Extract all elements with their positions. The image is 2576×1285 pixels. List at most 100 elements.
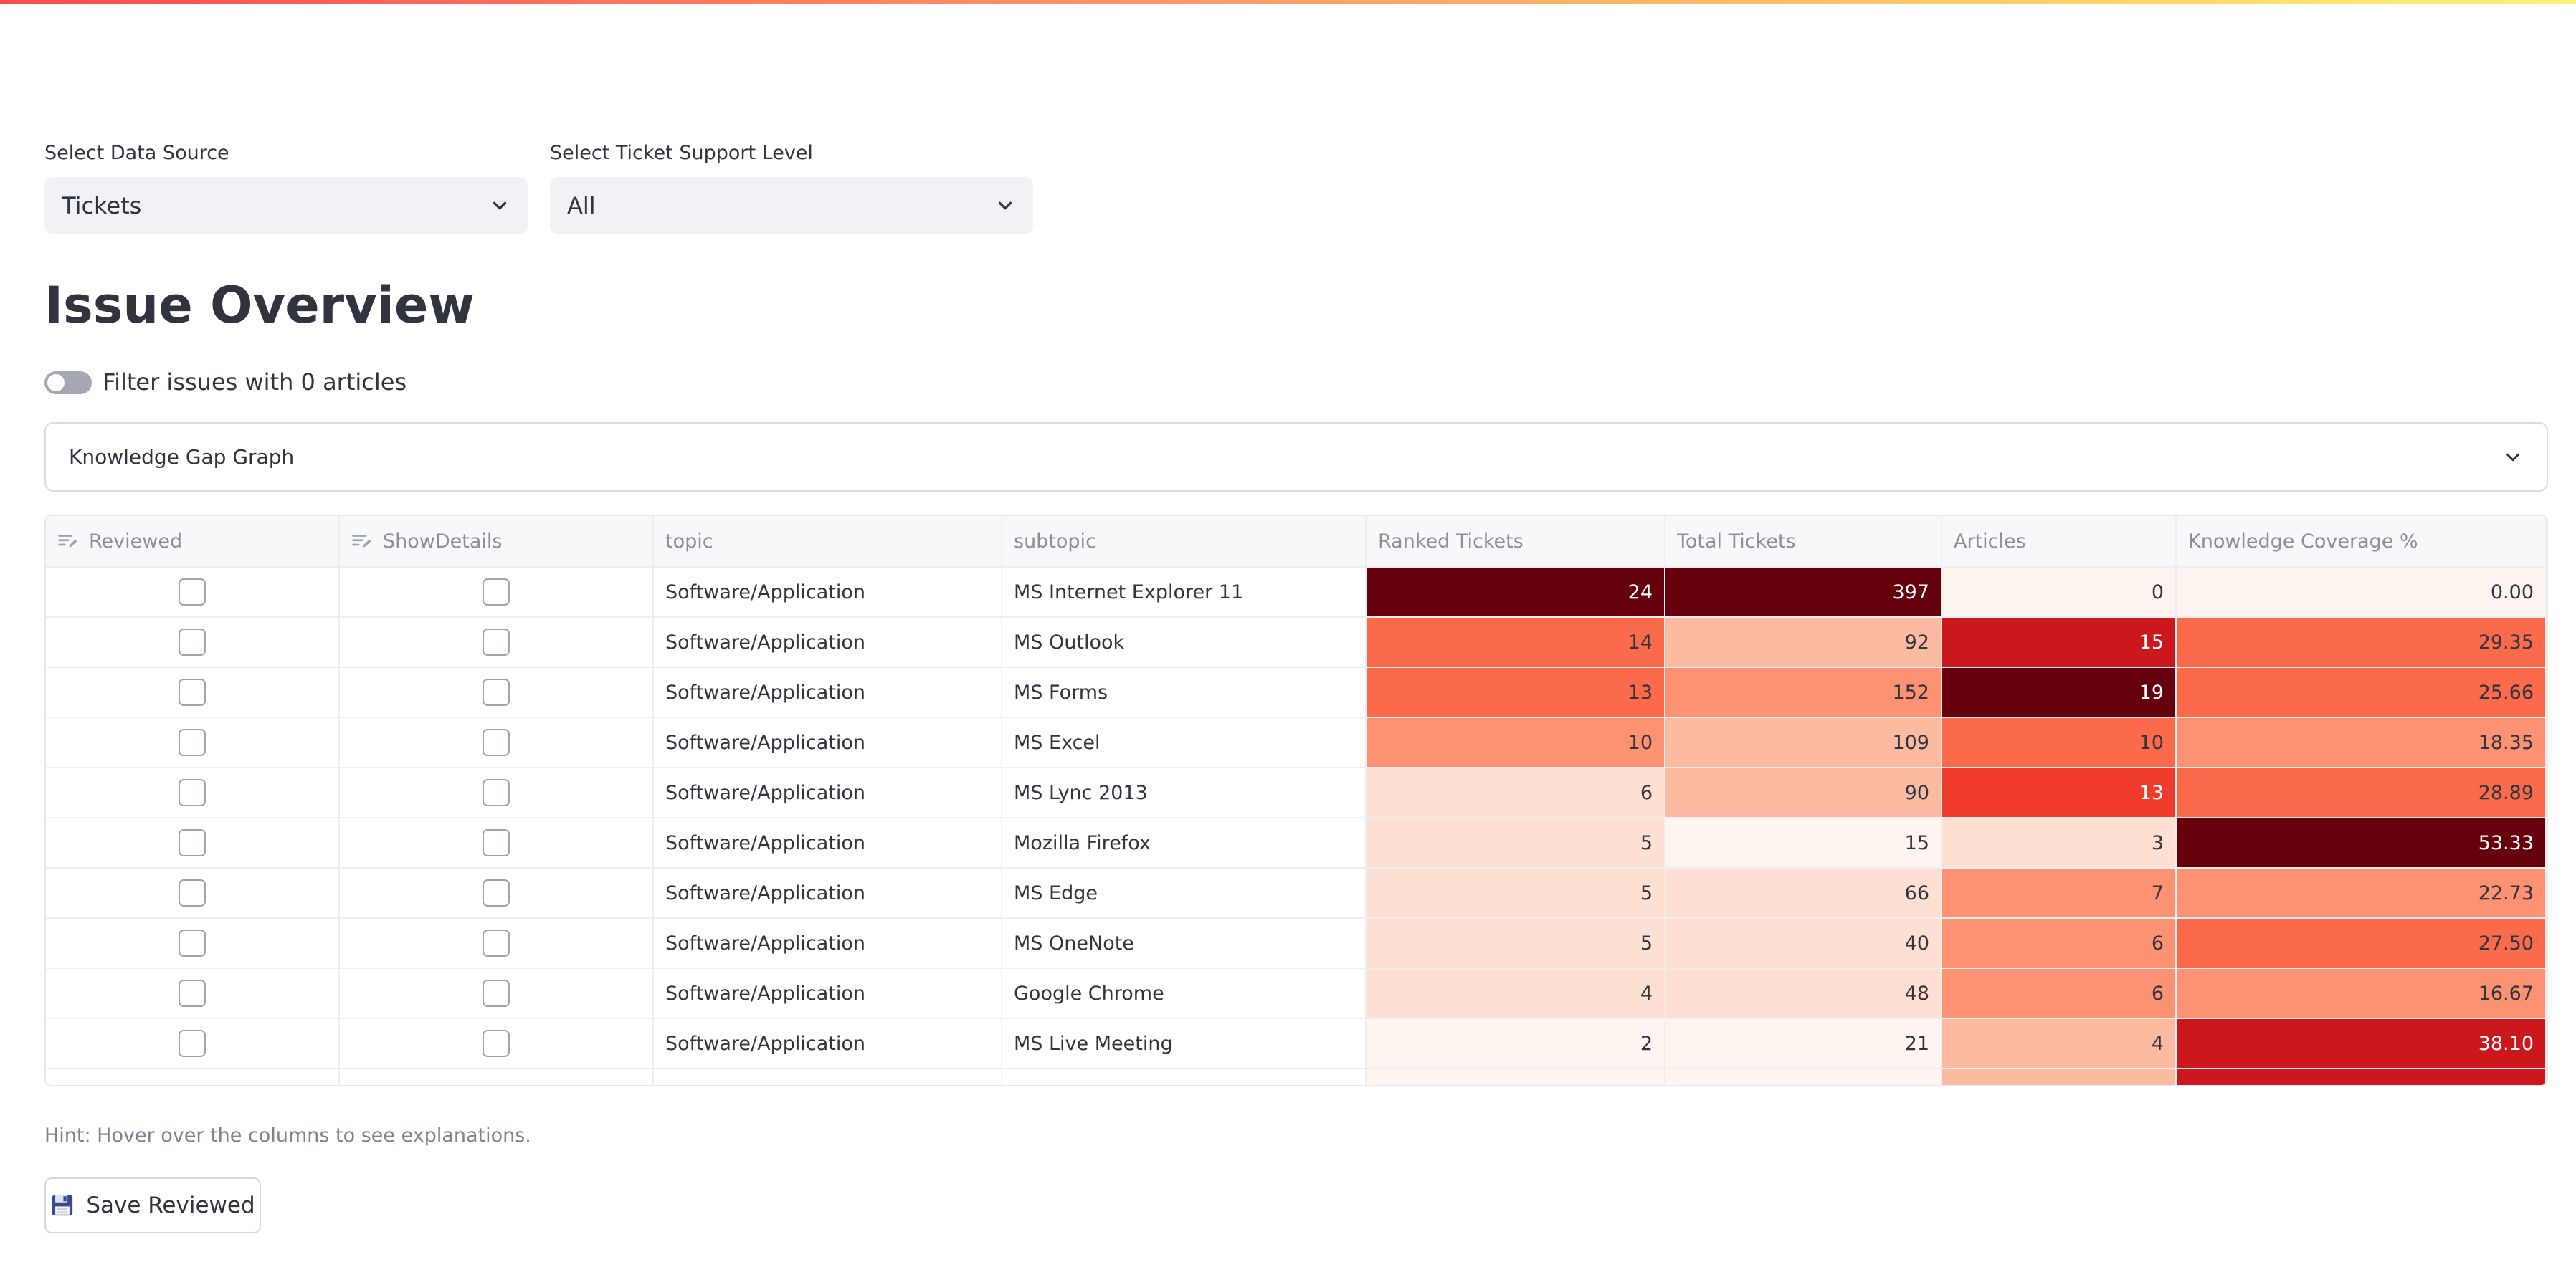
total-cell: 90 <box>1665 768 1942 818</box>
column-header[interactable]: Ranked Tickets <box>1367 516 1665 568</box>
articles-cell: 4 <box>1942 1019 2177 1069</box>
table-row[interactable]: Software/Application MS Edge 5 66 7 22.73 <box>46 869 2547 919</box>
table-row[interactable]: Software/Application MS Outlook 14 92 15 29.3… <box>46 618 2547 668</box>
data-source-select[interactable]: Tickets <box>44 177 528 234</box>
support-level-select[interactable]: All <box>550 177 1033 234</box>
table-row[interactable]: Software/Application Mozilla Firefox 5 15 3 5… <box>46 818 2547 869</box>
coverage-cell: 25.66 <box>2177 668 2547 718</box>
articles-cell: 3 <box>1942 818 2177 869</box>
show-details-cell[interactable] <box>340 568 654 618</box>
column-header[interactable]: ShowDetails <box>340 516 654 568</box>
reviewed-checkbox[interactable] <box>179 679 206 706</box>
subtopic-cell: Google Chrome <box>1002 969 1367 1019</box>
show-details-cell[interactable] <box>340 718 654 768</box>
reviewed-checkbox[interactable] <box>179 829 206 856</box>
show-details-checkbox[interactable] <box>483 578 510 606</box>
reviewed-checkbox[interactable] <box>179 879 206 907</box>
column-header-label: Knowledge Coverage % <box>2188 530 2418 553</box>
subtopic-cell: Mozilla Firefox <box>1002 818 1367 869</box>
reviewed-checkbox[interactable] <box>179 980 206 1007</box>
topic-cell: Software/Application <box>654 818 1002 869</box>
articles-cell <box>1942 1069 2177 1085</box>
show-details-checkbox[interactable] <box>483 629 510 656</box>
table-row[interactable]: Software/Application Google Chrome 4 48 6 16.… <box>46 969 2547 1019</box>
reviewed-cell[interactable] <box>46 718 340 768</box>
coverage-cell: 53.33 <box>2177 818 2547 869</box>
total-cell: 21 <box>1665 1019 1942 1069</box>
total-cell: 397 <box>1665 568 1942 618</box>
top-decoration-bar <box>0 0 2576 4</box>
show-details-cell[interactable] <box>340 1069 654 1085</box>
table-row[interactable]: Software/Application MS Lync 2013 6 90 13 28.… <box>46 768 2547 818</box>
show-details-checkbox[interactable] <box>483 930 510 957</box>
topic-cell: Software/Application <box>654 668 1002 718</box>
show-details-checkbox[interactable] <box>483 729 510 756</box>
show-details-cell[interactable] <box>340 618 654 668</box>
show-details-checkbox[interactable] <box>483 829 510 856</box>
coverage-cell: 38.10 <box>2177 1019 2547 1069</box>
total-cell: 109 <box>1665 718 1942 768</box>
reviewed-checkbox[interactable] <box>179 930 206 957</box>
show-details-cell[interactable] <box>340 768 654 818</box>
reviewed-checkbox[interactable] <box>179 729 206 756</box>
reviewed-cell[interactable] <box>46 568 340 618</box>
column-header[interactable]: Total Tickets <box>1665 516 1942 568</box>
table-row[interactable]: Software/Application MS Live Meeting 2 21 4 3… <box>46 1019 2547 1069</box>
subtopic-cell: MS Forms <box>1002 668 1367 718</box>
topic-cell: Software/Application <box>654 969 1002 1019</box>
topic-cell: Software/Application <box>654 1019 1002 1069</box>
show-details-cell[interactable] <box>340 919 654 969</box>
show-details-cell[interactable] <box>340 1019 654 1069</box>
show-details-cell[interactable] <box>340 969 654 1019</box>
support-level-label: Select Ticket Support Level <box>550 142 813 164</box>
reviewed-checkbox[interactable] <box>179 629 206 656</box>
column-header[interactable]: subtopic <box>1002 516 1367 568</box>
show-details-checkbox[interactable] <box>483 1030 510 1057</box>
column-header-label: subtopic <box>1014 530 1096 553</box>
reviewed-cell[interactable] <box>46 618 340 668</box>
reviewed-cell[interactable] <box>46 668 340 718</box>
table-row[interactable] <box>46 1069 2547 1085</box>
topic-cell: Software/Application <box>654 768 1002 818</box>
reviewed-cell[interactable] <box>46 869 340 919</box>
reviewed-cell[interactable] <box>46 768 340 818</box>
ranked-cell: 5 <box>1367 919 1665 969</box>
show-details-checkbox[interactable] <box>483 679 510 706</box>
column-header[interactable]: Knowledge Coverage % <box>2177 516 2547 568</box>
table-row[interactable]: Software/Application MS Internet Explorer… <box>46 568 2547 618</box>
reviewed-checkbox[interactable] <box>179 1030 206 1057</box>
reviewed-checkbox[interactable] <box>179 779 206 806</box>
subtopic-cell: MS Internet Explorer 11 <box>1002 568 1367 618</box>
column-header[interactable]: Reviewed <box>46 516 340 568</box>
table-row[interactable]: Software/Application MS Excel 10 109 10 18.35 <box>46 718 2547 768</box>
ranked-cell: 10 <box>1367 718 1665 768</box>
show-details-cell[interactable] <box>340 818 654 869</box>
ranked-cell: 13 <box>1367 668 1665 718</box>
show-details-cell[interactable] <box>340 668 654 718</box>
filter-zero-articles-toggle[interactable] <box>44 371 92 394</box>
show-details-checkbox[interactable] <box>483 779 510 806</box>
chevron-down-icon <box>998 201 1012 210</box>
reviewed-checkbox[interactable] <box>179 578 206 606</box>
chevron-down-icon <box>493 201 507 210</box>
table-row[interactable]: Software/Application MS Forms 13 152 19 25.66 <box>46 668 2547 718</box>
column-header[interactable]: Articles <box>1942 516 2177 568</box>
show-details-checkbox[interactable] <box>483 879 510 907</box>
column-header[interactable]: topic <box>654 516 1002 568</box>
reviewed-cell[interactable] <box>46 1069 340 1085</box>
subtopic-cell: MS Live Meeting <box>1002 1019 1367 1069</box>
knowledge-gap-graph-expander[interactable]: Knowledge Gap Graph <box>44 422 2548 492</box>
ranked-cell: 5 <box>1367 818 1665 869</box>
reviewed-cell[interactable] <box>46 919 340 969</box>
show-details-cell[interactable] <box>340 869 654 919</box>
save-reviewed-label: Save Reviewed <box>86 1193 255 1218</box>
table-row[interactable]: Software/Application MS OneNote 5 40 6 27.50 <box>46 919 2547 969</box>
reviewed-cell[interactable] <box>46 969 340 1019</box>
expander-label: Knowledge Gap Graph <box>69 445 295 469</box>
show-details-checkbox[interactable] <box>483 980 510 1007</box>
save-reviewed-button[interactable]: Save Reviewed <box>44 1177 261 1233</box>
issue-table[interactable]: Reviewed ShowDetails topic subtopic Ranked T… <box>44 515 2548 1086</box>
reviewed-cell[interactable] <box>46 818 340 869</box>
articles-cell: 19 <box>1942 668 2177 718</box>
reviewed-cell[interactable] <box>46 1019 340 1069</box>
